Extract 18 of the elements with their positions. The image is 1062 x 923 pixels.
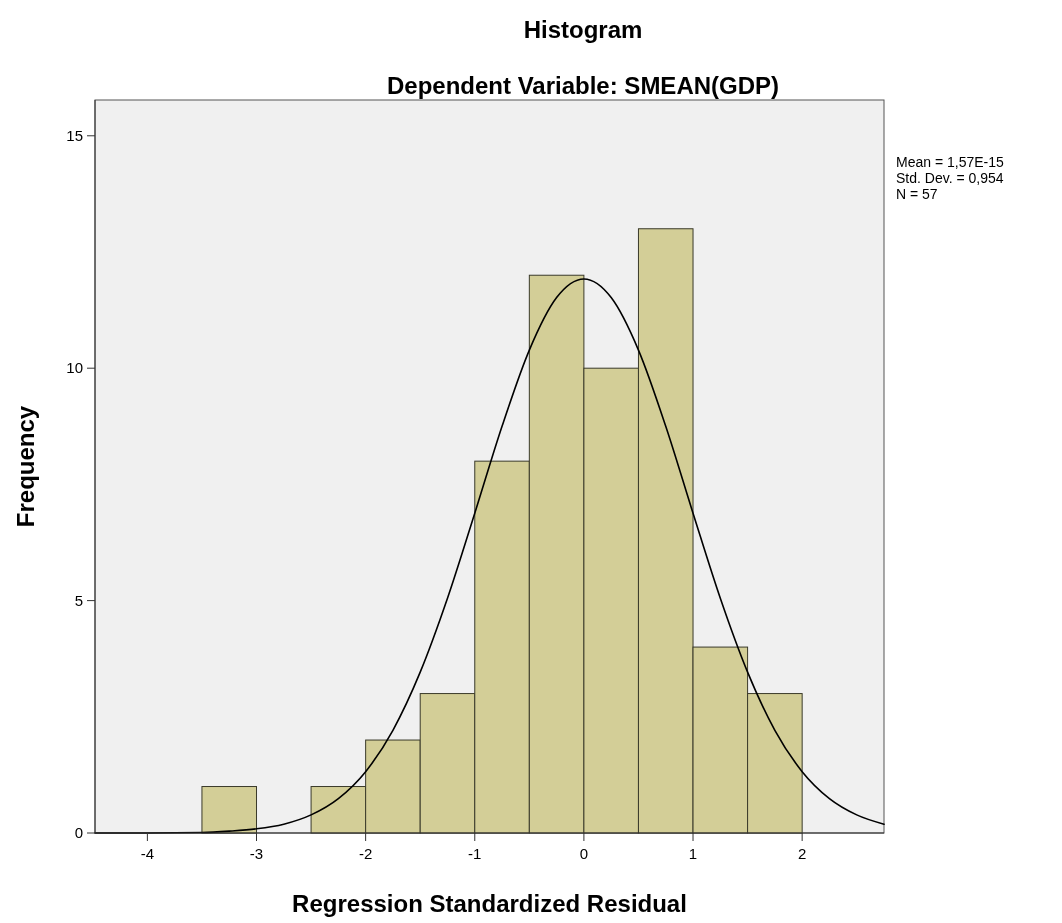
y-tick-label: 5	[74, 591, 83, 609]
x-tick-label: 2	[797, 845, 807, 862]
y-axis-title: Frequency	[12, 405, 39, 528]
text: Mean = 1,57E-15	[896, 154, 1005, 170]
x-tick-label: -3	[249, 845, 264, 862]
y-tick-label: 10	[66, 359, 83, 377]
y-tick-label: 15	[66, 127, 83, 145]
x-tick-label: 1	[688, 845, 698, 862]
x-axis-title: Regression Standardized Residual	[292, 890, 687, 917]
x-tick-label: -4	[140, 845, 155, 862]
y-tick-label: 0	[74, 824, 83, 842]
chart-subtitle: Dependent Variable: SMEAN(GDP)	[386, 72, 780, 99]
x-tick-label: 0	[579, 845, 589, 862]
x-tick-label: -2	[358, 845, 373, 862]
text: N = 57	[896, 186, 938, 202]
x-tick-label: -1	[468, 845, 482, 862]
chart-title: Histogram	[523, 16, 643, 43]
text: Std. Dev. = 0,954	[896, 170, 1004, 186]
